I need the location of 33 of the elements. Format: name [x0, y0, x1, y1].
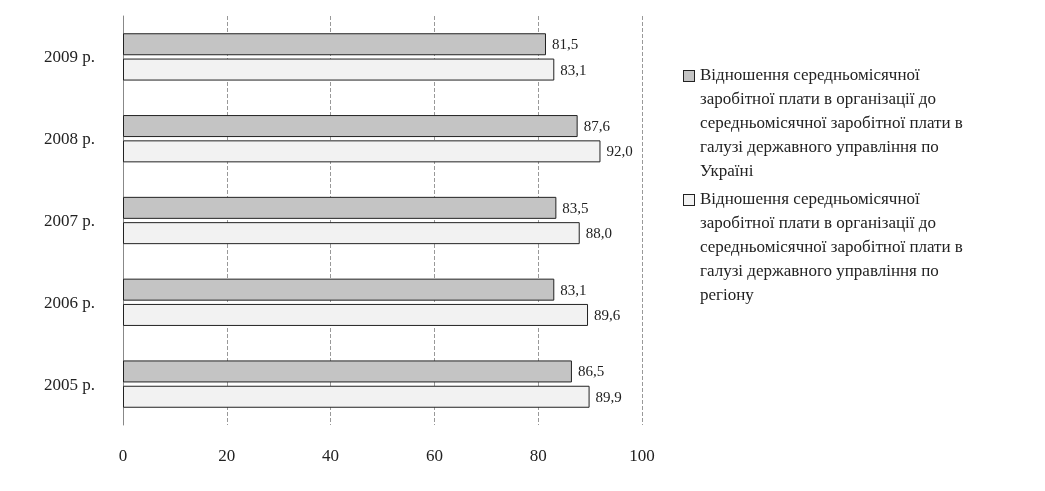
- bar: [123, 360, 572, 383]
- data-label: 83,5: [562, 199, 589, 216]
- x-tick-label: 40: [322, 446, 340, 465]
- x-tick-label: 60: [425, 446, 443, 465]
- data-label: 89,6: [594, 306, 621, 323]
- x-tick-label: 20: [218, 446, 236, 465]
- data-label: 87,6: [583, 118, 611, 135]
- legend-label: Відношення середньомісячної заробітної плати в організації до середньомісячної заробітної плати в галузі державного управління по регіону: [700, 188, 964, 306]
- bar: [123, 278, 555, 301]
- bar: [123, 115, 578, 138]
- data-label: 81,5: [551, 36, 579, 53]
- data-label: 83,1: [560, 61, 587, 78]
- data-label: 88,0: [585, 225, 612, 242]
- bar: [123, 303, 589, 326]
- y-tick-label: 2007 р.: [44, 211, 95, 230]
- bar: [123, 58, 555, 81]
- bar: [123, 33, 546, 56]
- data-label: 83,1: [560, 281, 587, 298]
- bar: [123, 385, 590, 408]
- x-tick-label: 100: [629, 446, 655, 465]
- y-tick-label: 2008 р.: [44, 129, 95, 149]
- x-tick-label: 80: [529, 446, 547, 465]
- bar: [123, 196, 557, 219]
- x-tick-label: 0: [118, 446, 128, 465]
- legend-label: Відношення середньомісячної заробітної плати в організації до середньомісячної заробітної плати в галузі державного управління по Україні: [700, 64, 964, 182]
- y-tick-label: 2005 р.: [44, 374, 95, 394]
- bar: [123, 140, 601, 163]
- data-label: 89,9: [595, 388, 622, 405]
- y-tick-label: 2009 р.: [44, 47, 95, 67]
- y-tick-label: 2006 р.: [44, 292, 95, 312]
- data-label: 86,5: [577, 363, 605, 380]
- bar: [123, 222, 580, 245]
- data-label: 92,0: [606, 143, 633, 160]
